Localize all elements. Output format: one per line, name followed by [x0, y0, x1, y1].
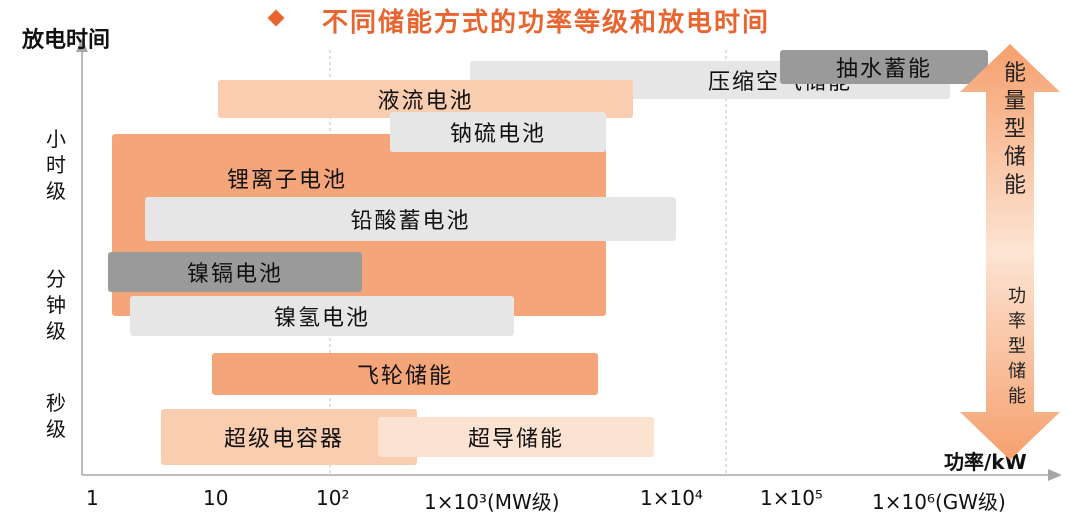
bar-label: 镍镉电池 [186, 262, 283, 287]
y-axis-arrow-icon [76, 38, 88, 52]
bar-supercapacitor: 超级电容器 [161, 409, 417, 465]
bar-sodium-sulfur: 钠硫电池 [390, 112, 606, 152]
bar-superconducting: 超导储能 [378, 417, 654, 457]
bar-flywheel: 飞轮储能 [212, 353, 598, 395]
energy-power-arrow-icon [960, 44, 1060, 460]
bar-flow-battery: 液流电池 [218, 80, 633, 118]
bar-label: 钠硫电池 [449, 122, 546, 147]
x-tick-label: 1×10⁴ [640, 486, 703, 510]
bar-nickel-hydrogen: 镍氢电池 [130, 296, 514, 336]
bar-label: 超级电容器 [223, 427, 344, 452]
bar-label: 超导储能 [467, 427, 564, 452]
y-label-seconds: 秒级 [46, 391, 66, 441]
bar-label: 液流电池 [377, 89, 474, 114]
x-tick-label: 1×10⁵ [760, 486, 823, 510]
x-tick-label: 1×10⁶(GW级) [872, 490, 1006, 514]
x-tick-label: 1 [86, 486, 99, 510]
energy-type-label: 能量型储能 [1003, 61, 1026, 198]
bar-label: 抽水蓄能 [835, 57, 932, 82]
y-label-hours: 小时级 [46, 127, 66, 203]
bar-label: 锂离子电池 [226, 168, 347, 193]
bar-pumped-hydro: 抽水蓄能 [780, 50, 988, 84]
x-tick-label: 10 [203, 486, 229, 510]
bar-lead-acid: 铅酸蓄电池 [145, 197, 676, 241]
x-tick-label: 10² [316, 486, 350, 510]
diagram-title: 不同储能方式的功率等级和放电时间 [322, 8, 771, 38]
x-tick-label: 1×10³(MW级) [424, 490, 560, 514]
bar-nickel-cadmium: 镍镉电池 [108, 252, 362, 292]
power-type-label: 功率型储能 [1008, 286, 1026, 407]
y-label-minutes: 分钟级 [46, 267, 66, 343]
x-axis-arrow-icon [1048, 469, 1062, 481]
bar-label: 飞轮储能 [356, 364, 453, 389]
bar-label: 镍氢电池 [273, 306, 370, 331]
bar-label: 铅酸蓄电池 [350, 209, 471, 234]
y-axis-title: 放电时间 [22, 28, 111, 53]
